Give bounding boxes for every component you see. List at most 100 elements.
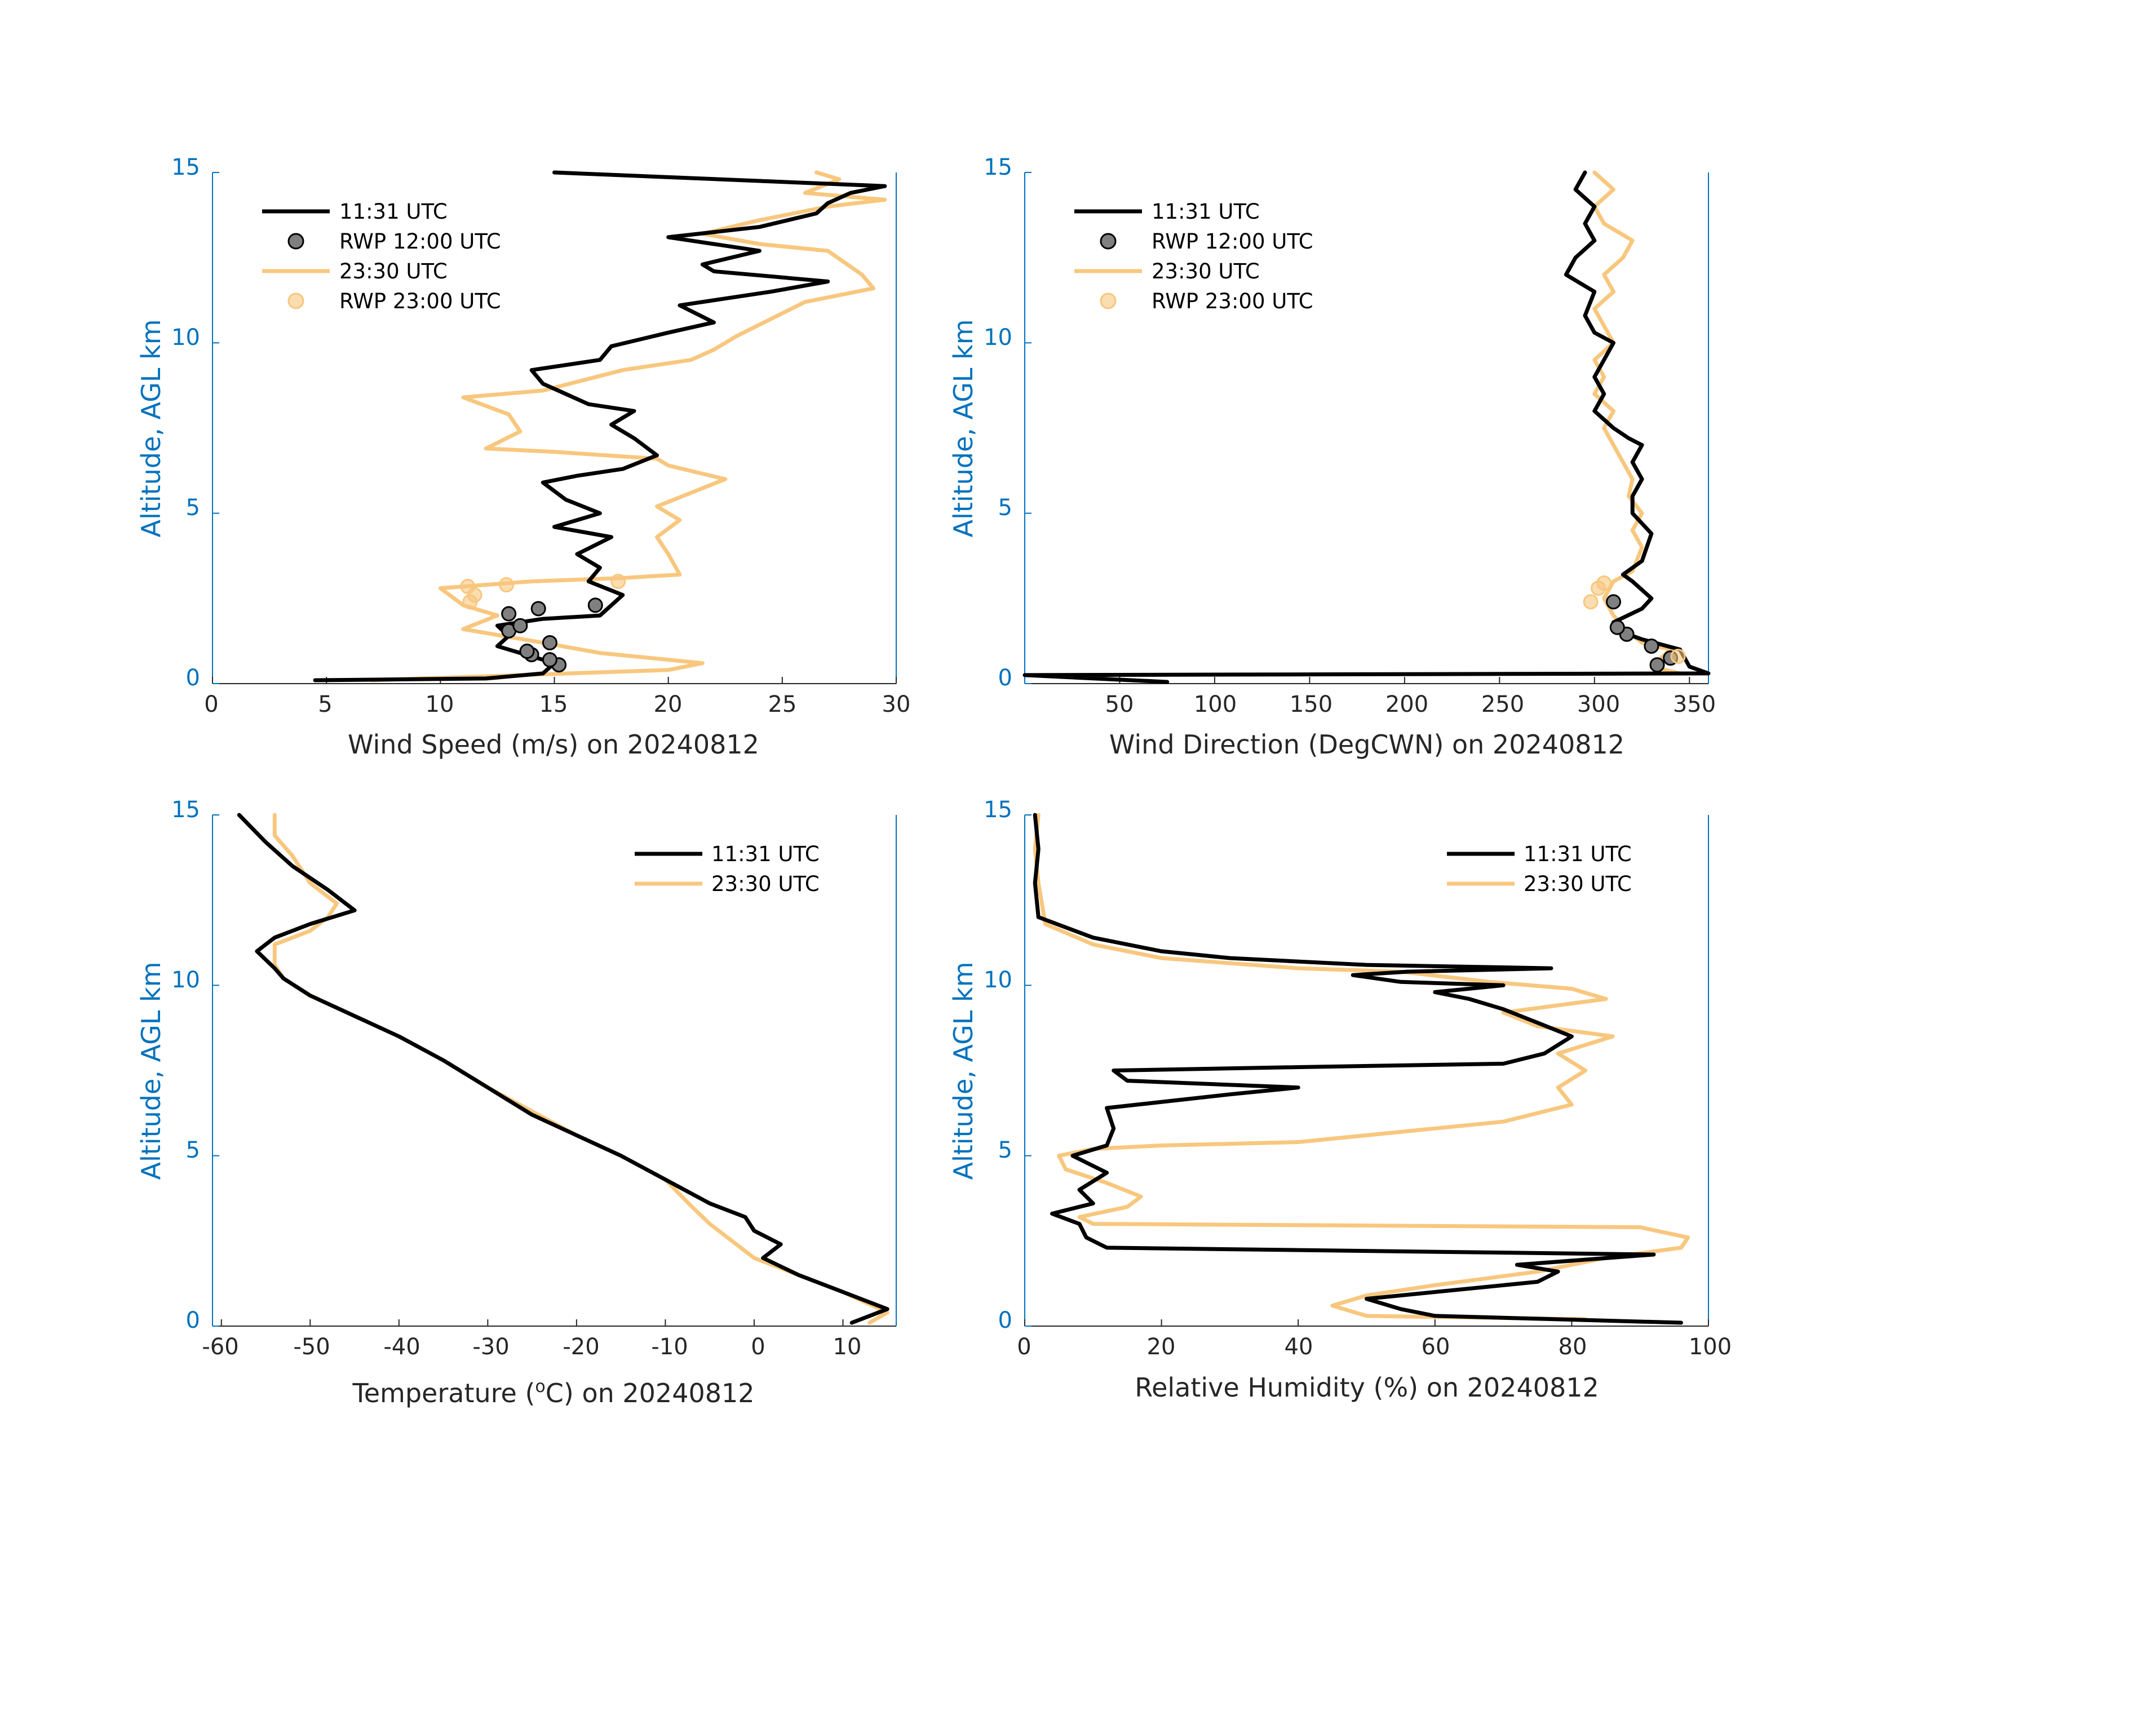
xtick-wd-6: 350	[1673, 692, 1716, 717]
xlabel-wind-direction: Wind Direction (DegCWN) on 20240812	[1109, 729, 1624, 760]
panel-temperature: 0 5 10 15 -60 -50 -40 -30 -20 -10 0 10 T…	[136, 797, 861, 1408]
plot-area-wind-direction	[1022, 170, 1711, 684]
marker-wind-speed-RWP1200UTC-8	[530, 601, 546, 617]
xlabel-relative-humidity: Relative Humidity (%) on 20240812	[1135, 1372, 1599, 1403]
marker-wind-direction-RWP2300UTC-2	[1596, 575, 1612, 591]
legend-wind-direction: 11:31 UTC RWP 12:00 UTC 23:30 UTC RWP 23…	[1074, 200, 1313, 313]
ylabel-wind-direction: Altitude, AGL km	[948, 319, 979, 537]
series-line-wind-direction-2330UTC	[1592, 170, 1682, 676]
xtick-rh-3: 60	[1422, 1334, 1450, 1360]
ytick-ws-2: 10	[171, 325, 200, 351]
ylabel-temperature: Altitude, AGL km	[136, 961, 166, 1180]
marker-wind-speed-RWP1200UTC-1	[542, 652, 557, 668]
xtick-t-3: -30	[472, 1334, 509, 1360]
ylabel-wind-speed: Altitude, AGL km	[136, 319, 166, 537]
marker-wind-speed-RWP2300UTC-2	[460, 579, 476, 595]
ytick-rh-1: 5	[998, 1137, 1012, 1163]
series-line-wind-speed-1131UTC	[313, 170, 887, 682]
marker-wind-direction-RWP1200UTC-4	[1609, 619, 1625, 635]
marker-wind-speed-RWP1200UTC-9	[587, 597, 603, 613]
legend-label-2330: 23:30 UTC	[1152, 259, 1260, 283]
xtick-wd-0: 50	[1105, 692, 1134, 717]
legend-marker-rwp2300	[287, 292, 304, 309]
xtick-ws-3: 15	[539, 692, 568, 717]
series-line-relative-humidity-1131UTC	[1033, 813, 1683, 1325]
xtick-t-6: 0	[751, 1334, 765, 1360]
xtick-t-0: -60	[202, 1334, 238, 1360]
legend-label-1131: 11:31 UTC	[339, 200, 448, 224]
xtick-wd-4: 250	[1481, 692, 1524, 717]
ytick-rh-3: 15	[984, 797, 1012, 823]
xtick-ws-4: 20	[654, 692, 683, 717]
ytick-rh-2: 10	[984, 967, 1012, 993]
legend-wind-speed: 11:31 UTC RWP 12:00 UTC 23:30 UTC RWP 23…	[262, 200, 501, 313]
legend-label-2330: 23:30 UTC	[711, 872, 820, 896]
plot-area-temperature	[212, 813, 897, 1327]
legend-temperature: 11:31 UTC 23:30 UTC	[635, 842, 820, 896]
legend-label-rwp2300: RWP 23:00 UTC	[1152, 289, 1313, 313]
marker-wind-speed-RWP2300UTC-3	[499, 577, 515, 593]
series-line-temperature-1131UTC	[237, 813, 889, 1325]
xlabel-wind-speed: Wind Speed (m/s) on 20240812	[348, 729, 759, 760]
xtick-rh-0: 0	[1017, 1334, 1031, 1360]
plot-area-relative-humidity	[1024, 813, 1709, 1327]
marker-wind-speed-RWP1200UTC-6	[512, 618, 528, 633]
ytick-wd-1: 5	[998, 495, 1012, 521]
marker-wind-direction-RWP2300UTC-3	[1670, 649, 1686, 664]
marker-wind-speed-RWP1200UTC-3	[519, 644, 535, 659]
xtick-wd-5: 300	[1577, 692, 1620, 717]
marker-wind-speed-RWP2300UTC-4	[610, 574, 626, 590]
ylabel-relative-humidity: Altitude, AGL km	[948, 961, 979, 1180]
legend-label-2330: 23:30 UTC	[339, 259, 448, 283]
legend-label-1131: 11:31 UTC	[1524, 842, 1632, 866]
series-line-wind-speed-2330UTC	[370, 170, 887, 682]
ytick-t-2: 10	[171, 967, 200, 993]
marker-wind-direction-RWP1200UTC-2	[1644, 638, 1659, 654]
ytick-t-1: 5	[186, 1137, 200, 1163]
xtick-ws-5: 25	[768, 692, 797, 717]
legend-label-rwp2300: RWP 23:00 UTC	[339, 289, 501, 313]
legend-label-rwp1200: RWP 12:00 UTC	[1152, 229, 1313, 254]
ytick-wd-3: 15	[984, 154, 1012, 180]
xtick-t-2: -40	[383, 1334, 420, 1360]
marker-wind-direction-RWP1200UTC-0	[1649, 657, 1665, 673]
xlabel-temperature-part2: C) on 20240812	[546, 1378, 755, 1408]
legend-label-2330: 23:30 UTC	[1524, 872, 1632, 896]
plot-area-wind-speed	[212, 170, 897, 684]
ytick-wd-2: 10	[984, 325, 1012, 351]
marker-wind-speed-RWP1200UTC-4	[542, 635, 557, 650]
xtick-ws-0: 0	[204, 692, 218, 717]
xlabel-temperature-degree: o	[535, 1377, 545, 1397]
legend-label-1131: 11:31 UTC	[711, 842, 820, 866]
xtick-rh-5: 100	[1689, 1334, 1732, 1360]
xtick-wd-1: 100	[1194, 692, 1237, 717]
xtick-t-1: -50	[293, 1334, 330, 1360]
xtick-ws-6: 30	[882, 692, 911, 717]
ytick-t-0: 0	[186, 1307, 200, 1333]
xtick-rh-1: 20	[1147, 1334, 1176, 1360]
panel-wind-direction: 0 5 10 15 50 100 150 200 250 300 350 Win…	[948, 154, 1716, 760]
xtick-wd-2: 150	[1290, 692, 1332, 717]
legend-marker-rwp1200	[287, 233, 304, 250]
legend-label-1131: 11:31 UTC	[1152, 200, 1260, 224]
xtick-ws-2: 10	[426, 692, 454, 717]
ytick-t-3: 15	[171, 797, 200, 823]
legend-relative-humidity: 11:31 UTC 23:30 UTC	[1447, 842, 1632, 896]
xlabel-temperature-part1: Temperature (	[352, 1378, 535, 1408]
ytick-wd-0: 0	[998, 665, 1012, 691]
xtick-rh-4: 80	[1559, 1334, 1587, 1360]
marker-wind-direction-RWP1200UTC-5	[1606, 594, 1622, 610]
panel-wind-speed: 0 5 10 15 0 5 10 15 20 25 30 Wind Speed …	[136, 154, 910, 760]
panel-relative-humidity: 0 5 10 15 0 20 40 60 80 100 Relative Hum…	[948, 797, 1732, 1403]
xlabel-temperature: Temperature (oC) on 20240812	[352, 1377, 754, 1408]
xtick-t-7: 10	[833, 1334, 862, 1360]
xtick-t-5: -10	[651, 1334, 688, 1360]
xtick-rh-2: 40	[1285, 1334, 1313, 1360]
xtick-t-4: -20	[563, 1334, 599, 1360]
legend-label-rwp1200: RWP 12:00 UTC	[339, 229, 501, 254]
ytick-ws-3: 15	[171, 154, 200, 180]
ytick-rh-0: 0	[998, 1307, 1012, 1333]
marker-wind-direction-RWP2300UTC-0	[1583, 594, 1599, 610]
legend-marker-rwp1200	[1100, 233, 1117, 250]
